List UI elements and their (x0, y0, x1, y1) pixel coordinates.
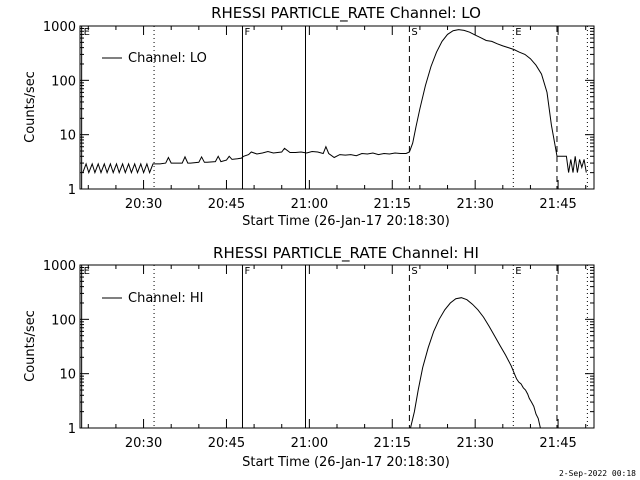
axes: 20:30 20:45 21:00 21:15 21:30 21:45 1 10 100 1000 (43, 259, 594, 451)
y-tick-label: 10 (59, 129, 76, 144)
y-axis-label: Counts/sec (23, 310, 38, 382)
plot-frame (79, 264, 595, 429)
footer-timestamp: 2-Sep-2022 00:18 (559, 469, 636, 478)
legend-entry: Channel: LO (128, 51, 207, 66)
event-marker-label: E (515, 27, 521, 38)
event-marker-label: E (515, 266, 521, 277)
x-axis-label: Start Time (26-Jan-17 20:18:30) (242, 455, 450, 470)
x-tick-label: 20:45 (208, 436, 245, 451)
event-marker-label: S (411, 266, 417, 277)
y-tick-label: 100 (51, 74, 76, 89)
x-tick-label: 21:45 (539, 197, 576, 212)
y-tick-label: 1 (68, 422, 76, 437)
x-tick-label: 20:30 (125, 197, 162, 212)
panel-lo: RHESSI PARTICLE_RATE Channel: LO Counts/… (23, 4, 595, 229)
event-marker-label: E (84, 27, 90, 38)
y-tick-label: 10 (59, 368, 76, 383)
chart-title: RHESSI PARTICLE_RATE Channel: HI (213, 244, 479, 263)
event-marker-label: F (244, 266, 250, 277)
x-tick-label: 21:00 (291, 197, 328, 212)
x-tick-label: 20:45 (208, 197, 245, 212)
y-tick-label: 100 (51, 313, 76, 328)
x-tick-label: 21:15 (374, 197, 411, 212)
x-axis-label: Start Time (26-Jan-17 20:18:30) (242, 214, 450, 229)
y-tick-label: 1000 (43, 259, 76, 274)
y-axis-label: Counts/sec (23, 71, 38, 143)
event-marker-label: E (84, 266, 90, 277)
series-line (410, 297, 541, 429)
chart-title: RHESSI PARTICLE_RATE Channel: LO (211, 4, 481, 23)
x-tick-label: 21:45 (539, 436, 576, 451)
series-line (82, 29, 587, 175)
x-tick-label: 21:30 (456, 197, 493, 212)
y-tick-label: 1 (68, 183, 76, 198)
legend-entry: Channel: HI (128, 291, 204, 306)
panel-hi: RHESSI PARTICLE_RATE Channel: HI Counts/… (23, 244, 595, 470)
x-tick-label: 20:30 (125, 436, 162, 451)
y-tick-label: 1000 (43, 20, 76, 35)
axes: 20:30 20:45 21:00 21:15 21:30 21:45 1 10 100 1000 (43, 20, 594, 212)
x-tick-label: 21:15 (374, 436, 411, 451)
series-group (410, 297, 541, 429)
x-tick-label: 21:30 (456, 436, 493, 451)
event-marker-label: F (244, 27, 250, 38)
event-marker-label: S (411, 27, 417, 38)
series-group (82, 29, 587, 175)
x-tick-label: 21:00 (291, 436, 328, 451)
